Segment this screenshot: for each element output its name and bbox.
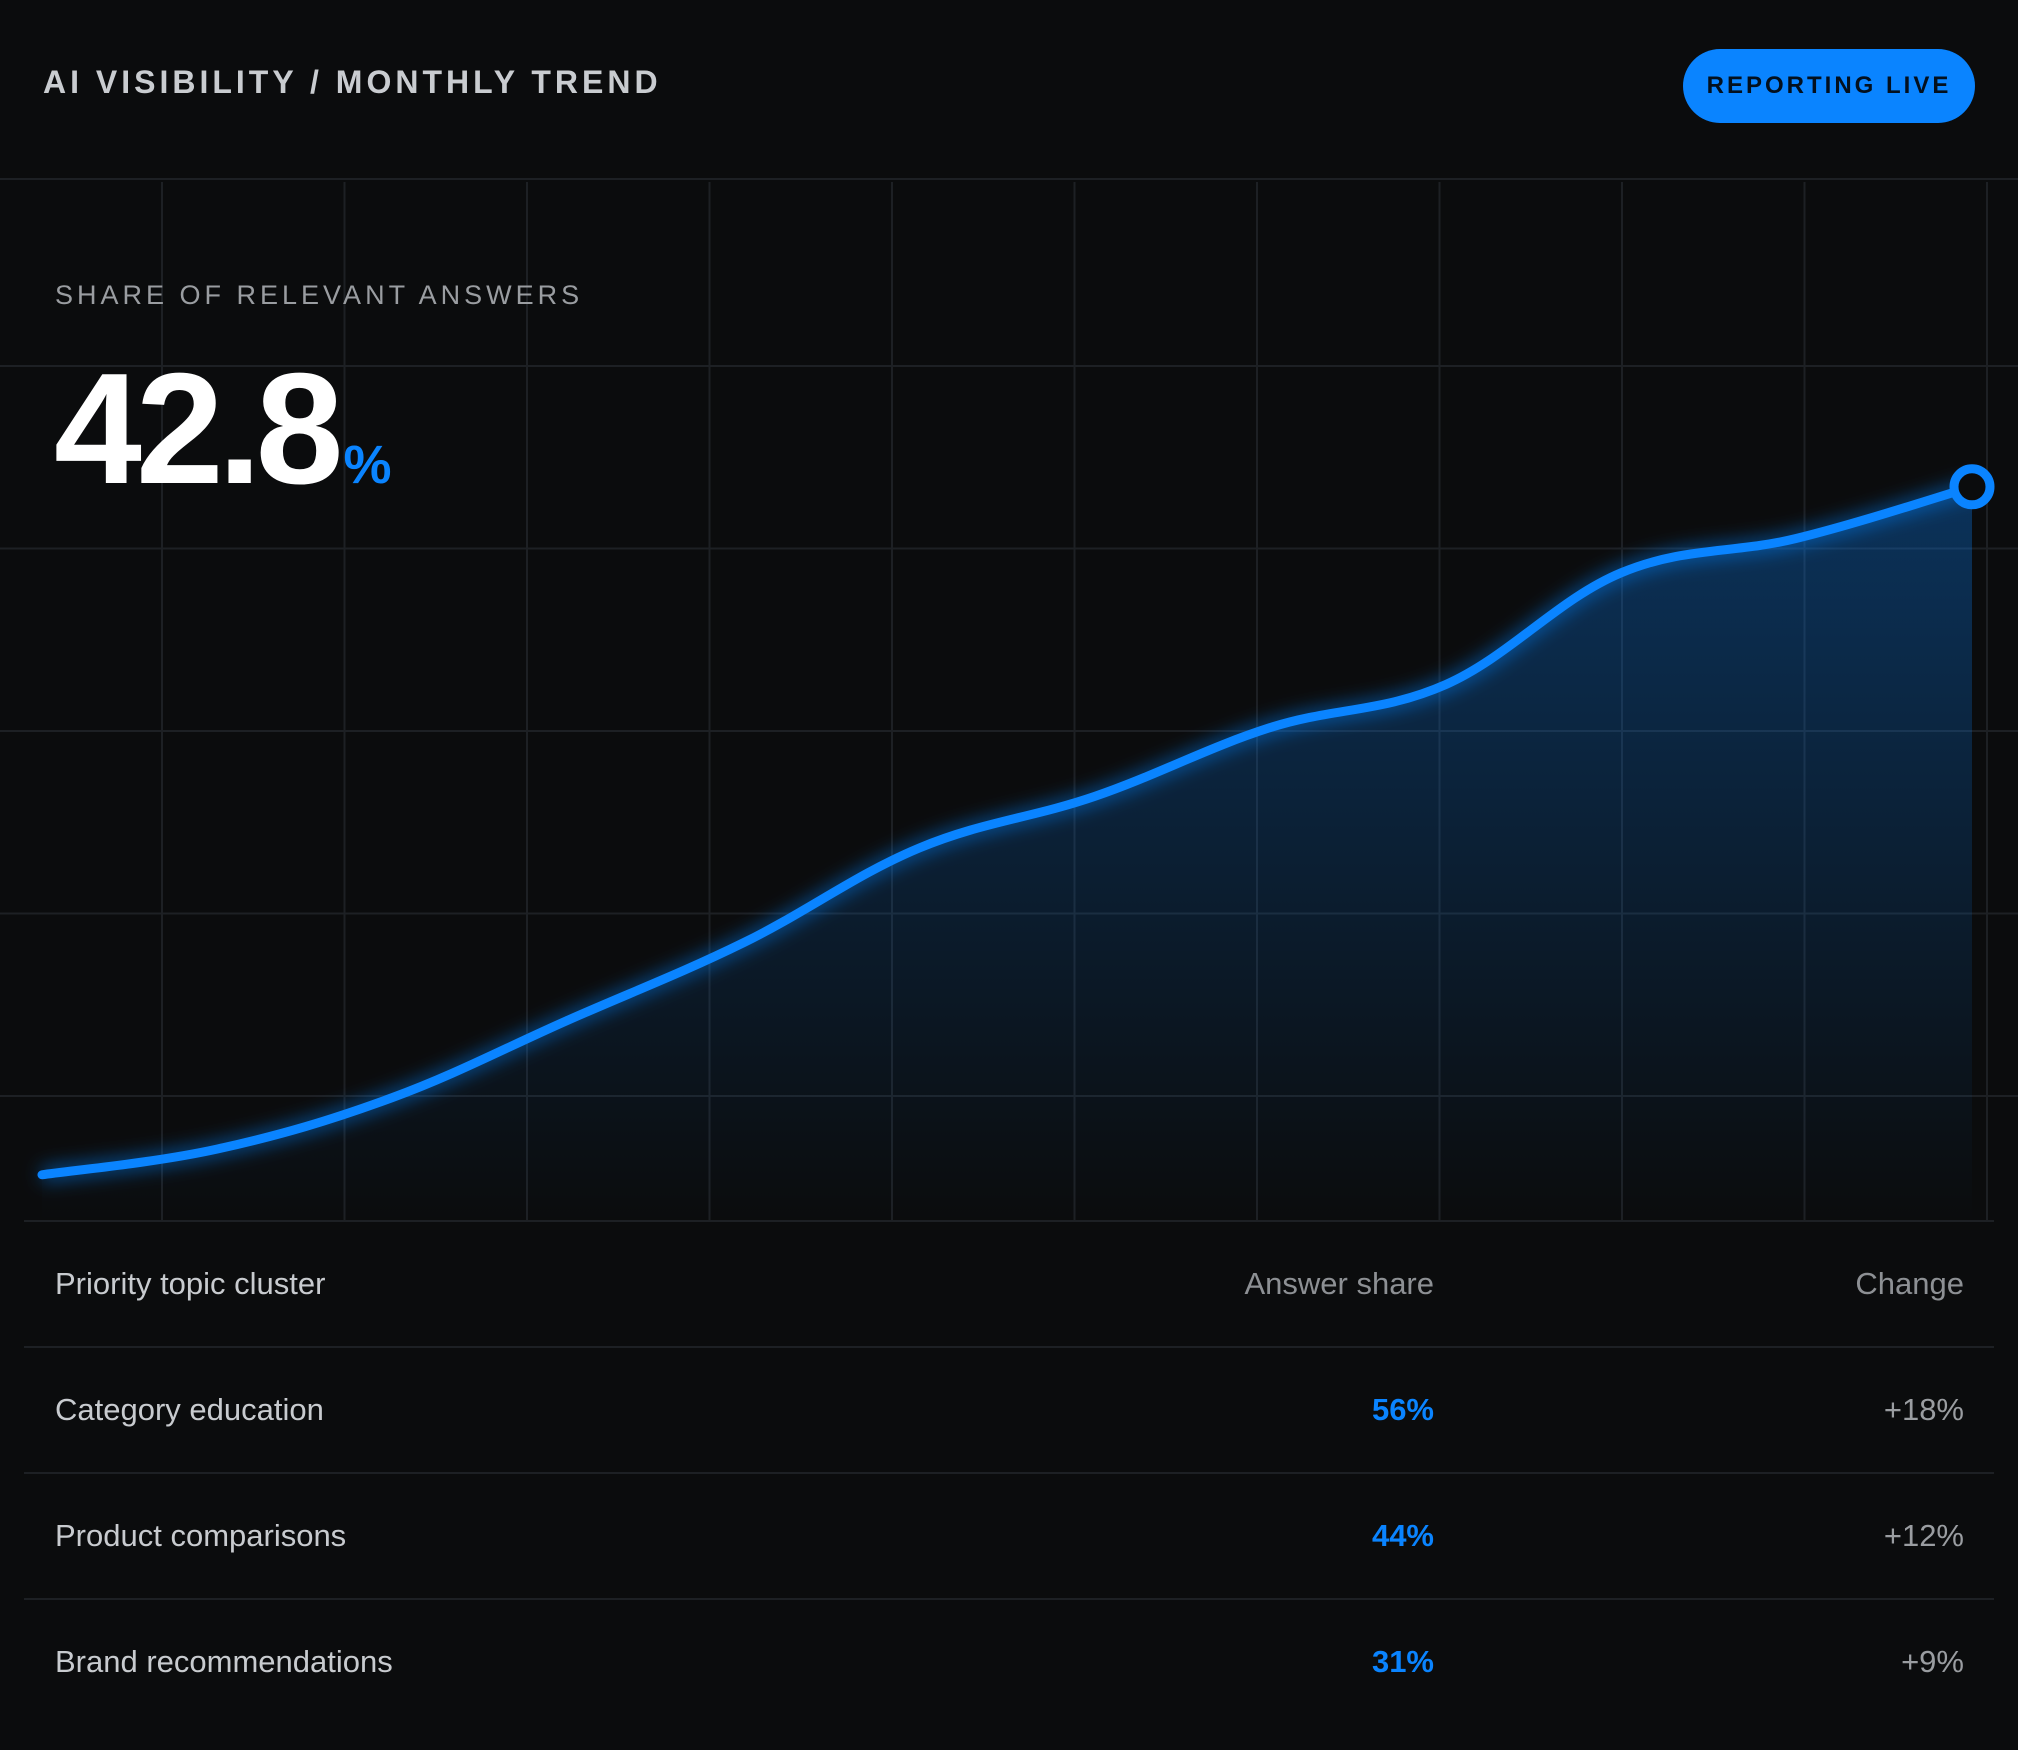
topic-cluster-table: Priority topic cluster Answer share Chan… [24, 1220, 1994, 1724]
series-point [564, 1016, 572, 1024]
series-point [38, 1171, 46, 1179]
series-point [213, 1145, 221, 1153]
series-point [1617, 569, 1625, 577]
change-value: +12% [1883, 1518, 1964, 1553]
column-header-topic: Priority topic cluster [55, 1266, 326, 1301]
page-title: AI VISIBILITY / MONTHLY TREND [43, 64, 662, 100]
series-point [1266, 724, 1274, 732]
trend-chart [0, 182, 2018, 1222]
metric-label: SHARE OF RELEVANT ANSWERS [55, 280, 584, 310]
column-header-answer-share: Answer share [1244, 1266, 1434, 1301]
change-value: +18% [1883, 1392, 1964, 1427]
header: AI VISIBILITY / MONTHLY TREND REPORTING … [0, 0, 2018, 180]
metric-value: 42.8% [54, 350, 392, 508]
trend-chart-svg [0, 182, 2018, 1222]
series-point [1091, 792, 1099, 800]
table-row[interactable]: Category education 56% +18% [24, 1346, 1994, 1472]
series-point [1442, 681, 1450, 689]
series-line [37, 482, 1977, 1180]
series-point [389, 1093, 397, 1101]
series-area [42, 486, 1972, 1222]
topic-name: Product comparisons [55, 1518, 347, 1553]
column-header-change: Change [1855, 1266, 1964, 1301]
reporting-live-badge[interactable]: REPORTING LIVE [1683, 49, 1975, 123]
series-point [1793, 534, 1801, 542]
metric-unit: % [343, 435, 392, 495]
topic-name: Category education [55, 1392, 324, 1427]
table-row[interactable]: Brand recommendations 31% +9% [24, 1598, 1994, 1724]
series-point [740, 939, 748, 947]
answer-share-value: 31% [1371, 1644, 1434, 1679]
table-header-row: Priority topic cluster Answer share Chan… [24, 1220, 1994, 1346]
series-point [915, 844, 923, 852]
metric-number: 42.8 [54, 341, 344, 517]
table-row[interactable]: Product comparisons 44% +12% [24, 1472, 1994, 1598]
answer-share-value: 56% [1371, 1392, 1434, 1427]
answer-share-value: 44% [1371, 1518, 1434, 1553]
topic-name: Brand recommendations [55, 1644, 393, 1679]
latest-point-marker[interactable] [1949, 464, 1995, 510]
change-value: +9% [1901, 1644, 1964, 1679]
